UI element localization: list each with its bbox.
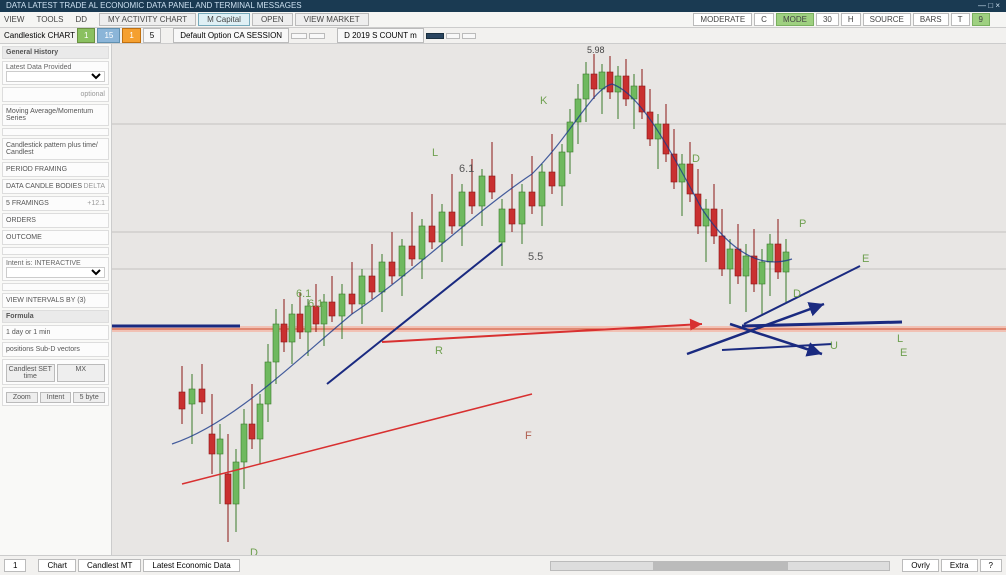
sidebar-row: positions Sub-D vectors <box>2 342 109 357</box>
toolbar-r2[interactable] <box>462 33 476 39</box>
sidebar-row <box>2 128 109 136</box>
toolbar-dkblue[interactable] <box>426 33 444 39</box>
svg-text:U: U <box>830 340 838 352</box>
sidebar-row: Moving Average/Momentum Series <box>2 104 109 126</box>
tab-viewmarket[interactable]: VIEW MARKET <box>295 13 369 26</box>
main: General History Latest Data Provided optio… <box>0 44 1006 555</box>
svg-text:6.1: 6.1 <box>459 163 474 175</box>
h-scrollbar[interactable] <box>550 561 890 571</box>
svg-text:F: F <box>525 430 532 442</box>
sidebar-row <box>2 247 109 255</box>
sidebar-row: PERIOD FRAMING <box>2 162 109 177</box>
sidebar-header: General History <box>2 46 109 59</box>
bottom-tab-econ[interactable]: Latest Economic Data <box>143 559 239 572</box>
bottom-extra[interactable]: Extra <box>941 559 978 572</box>
sidebar-buttons: Candlest SET timeMX <box>2 359 109 385</box>
sidebar-buttons: ZoomIntent5 byte <box>2 387 109 406</box>
sidebar-row <box>2 283 109 291</box>
bottom-ovrly[interactable]: Ovrly <box>902 559 939 572</box>
seg-15m[interactable]: 15 <box>97 28 120 43</box>
box-30[interactable]: 30 <box>816 13 839 26</box>
sidebar-btn[interactable]: Intent <box>40 392 72 403</box>
sidebar-row: 5 FRAMINGS+12.1 <box>2 196 109 211</box>
sidebar-btn[interactable]: MX <box>57 364 106 382</box>
menu-tools[interactable]: TOOLS <box>36 15 63 24</box>
btn-source[interactable]: SOURCE <box>863 13 911 26</box>
toolbar: Candlestick CHART 1 15 1 5 Default Optio… <box>0 28 1006 44</box>
sidebar-dropdown[interactable] <box>6 267 105 278</box>
sidebar-btn[interactable]: 5 byte <box>73 392 105 403</box>
svg-text:L: L <box>432 147 438 159</box>
btn-bars[interactable]: BARS <box>913 13 949 26</box>
toolbar-date[interactable]: D 2019 S COUNT m <box>337 28 424 43</box>
sidebar-row: OUTCOME <box>2 230 109 245</box>
tab-mcapital[interactable]: M Capital <box>198 13 250 26</box>
menubar-right: MODERATE C MODE 30 H SOURCE BARS T 9 <box>693 13 990 26</box>
tab-activity[interactable]: MY ACTIVITY CHART <box>99 13 196 26</box>
svg-text:P: P <box>799 218 806 230</box>
svg-text:D: D <box>692 153 700 165</box>
seg-5[interactable]: 5 <box>143 28 161 43</box>
svg-text:L: L <box>897 333 903 345</box>
seg-1h[interactable]: 1 <box>122 28 140 43</box>
box-c[interactable]: C <box>754 13 774 26</box>
mode-dropdown[interactable]: MODERATE <box>693 13 752 26</box>
box-h[interactable]: H <box>841 13 861 26</box>
sidebar: General History Latest Data Provided optio… <box>0 44 112 555</box>
box-9[interactable]: 9 <box>972 13 990 26</box>
toolbar-label-candle: Candlestick CHART <box>4 31 75 40</box>
sidebar-row: VIEW INTERVALS BY (3) <box>2 293 109 308</box>
bottom-tab-candle[interactable]: Candlest MT <box>78 559 141 572</box>
titlebar: DATA LATEST TRADE AL ECONOMIC DATA PANEL… <box>0 0 1006 12</box>
menu-view[interactable]: VIEW <box>4 15 24 24</box>
sidebar-dropdown[interactable] <box>6 71 105 82</box>
svg-text:E: E <box>862 253 869 265</box>
bottom-q[interactable]: ? <box>980 559 1002 572</box>
seg-1m[interactable]: 1 <box>77 28 95 43</box>
tab-open[interactable]: OPEN <box>252 13 293 26</box>
svg-text:5.98: 5.98 <box>587 45 605 55</box>
bottombar: 1 Chart Candlest MT Latest Economic Data… <box>0 555 1006 575</box>
sidebar-row: 1 day or 1 min <box>2 325 109 340</box>
chart-area[interactable]: 5.98KL6.15.5DPEDULERFD6.16.1 <box>112 44 1006 555</box>
sidebar-btn[interactable]: Zoom <box>6 392 38 403</box>
box-t[interactable]: T <box>951 13 970 26</box>
sidebar-row: DATA CANDLE BODIESDELTA <box>2 179 109 194</box>
sidebar-row: Candlestick pattern plus time/ Candlest <box>2 138 109 160</box>
btn-mode[interactable]: MODE <box>776 13 814 26</box>
svg-text:R: R <box>435 345 443 357</box>
svg-text:D: D <box>793 288 801 300</box>
sidebar-header: Formula <box>2 310 109 323</box>
toolbar-r1[interactable] <box>446 33 460 39</box>
toolbar-session[interactable]: Default Option CA SESSION <box>173 28 289 43</box>
sidebar-select[interactable]: Latest Data Provided <box>2 61 109 85</box>
svg-text:K: K <box>540 95 548 107</box>
bottom-tab-chart[interactable]: Chart <box>38 559 76 572</box>
window-controls[interactable]: — □ × <box>978 0 1000 12</box>
toolbar-mid1[interactable] <box>291 33 307 39</box>
sidebar-row: optional <box>2 87 109 102</box>
svg-text:6.1: 6.1 <box>308 298 323 310</box>
svg-text:5.5: 5.5 <box>528 251 543 263</box>
toolbar-mid2[interactable] <box>309 33 325 39</box>
sidebar-btn[interactable]: Candlest SET time <box>6 364 55 382</box>
bottom-leftbox[interactable]: 1 <box>4 559 26 572</box>
candlestick-chart[interactable]: 5.98KL6.15.5DPEDULERFD6.16.1 <box>112 44 1006 555</box>
menu-dd[interactable]: DD <box>75 15 87 24</box>
svg-text:E: E <box>900 347 907 359</box>
svg-text:D: D <box>250 547 258 555</box>
sidebar-row: ORDERS <box>2 213 109 228</box>
sidebar-select[interactable]: Intent is: INTERACTIVE <box>2 257 109 281</box>
menubar: VIEW TOOLS DD MY ACTIVITY CHART M Capita… <box>0 12 1006 28</box>
title-text: DATA LATEST TRADE AL ECONOMIC DATA PANEL… <box>6 0 302 12</box>
